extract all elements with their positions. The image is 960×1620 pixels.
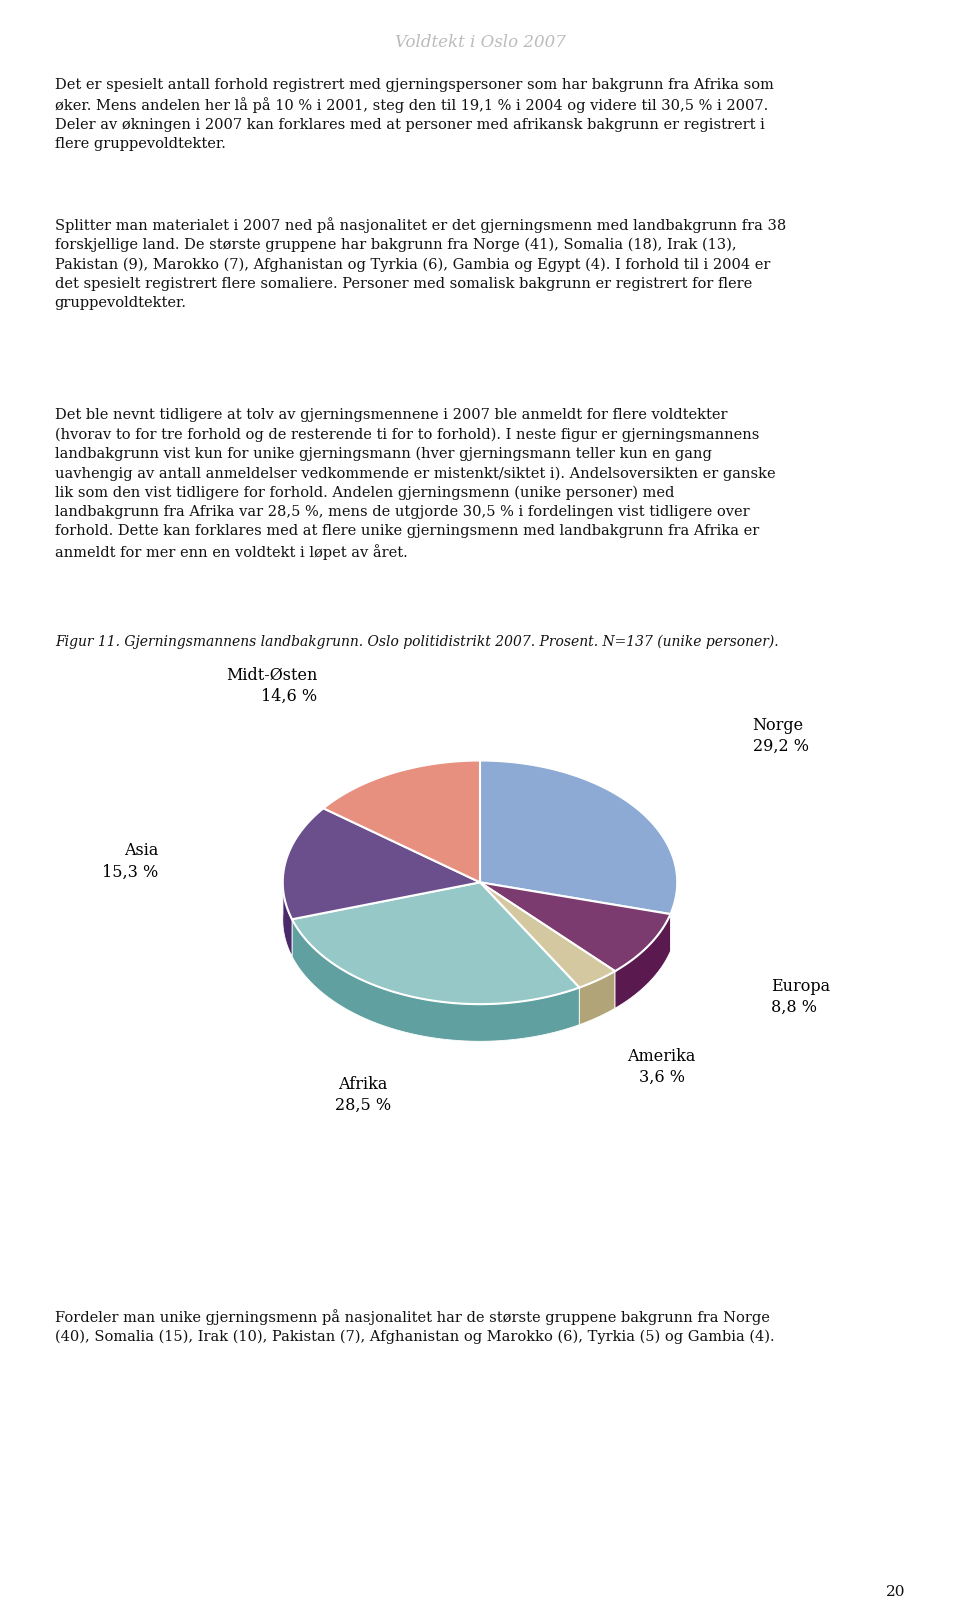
Polygon shape bbox=[283, 808, 480, 919]
Polygon shape bbox=[579, 970, 615, 1025]
Text: Afrika
28,5 %: Afrika 28,5 % bbox=[335, 1076, 391, 1113]
Text: Asia
15,3 %: Asia 15,3 % bbox=[102, 842, 158, 880]
Text: Fordeler man unike gjerningsmenn på nasjonalitet har de største gruppene bakgrun: Fordeler man unike gjerningsmenn på nasj… bbox=[55, 1309, 775, 1345]
Text: 20: 20 bbox=[886, 1584, 905, 1599]
Polygon shape bbox=[480, 883, 615, 988]
Text: Voldtekt i Oslo 2007: Voldtekt i Oslo 2007 bbox=[395, 34, 565, 50]
Polygon shape bbox=[480, 883, 670, 970]
Polygon shape bbox=[615, 914, 670, 1008]
Text: Norge
29,2 %: Norge 29,2 % bbox=[753, 718, 808, 755]
Polygon shape bbox=[324, 760, 480, 883]
Text: Splitter man materialet i 2007 ned på nasjonalitet er det gjerningsmenn med land: Splitter man materialet i 2007 ned på na… bbox=[55, 217, 786, 309]
Text: Europa
8,8 %: Europa 8,8 % bbox=[771, 978, 830, 1016]
Text: Figur 11. Gjerningsmannens landbakgrunn. Oslo politidistrikt 2007. Prosent. N=13: Figur 11. Gjerningsmannens landbakgrunn.… bbox=[55, 635, 779, 650]
Polygon shape bbox=[480, 760, 677, 914]
Polygon shape bbox=[283, 876, 292, 956]
Text: Amerika
3,6 %: Amerika 3,6 % bbox=[628, 1048, 696, 1085]
Text: Det ble nevnt tidligere at tolv av gjerningsmennene i 2007 ble anmeldt for flere: Det ble nevnt tidligere at tolv av gjern… bbox=[55, 408, 776, 561]
Polygon shape bbox=[292, 919, 579, 1042]
Text: Det er spesielt antall forhold registrert med gjerningspersoner som har bakgrunn: Det er spesielt antall forhold registrer… bbox=[55, 78, 774, 151]
Text: Midt-Østen
14,6 %: Midt-Østen 14,6 % bbox=[226, 667, 317, 705]
Polygon shape bbox=[292, 883, 579, 1004]
